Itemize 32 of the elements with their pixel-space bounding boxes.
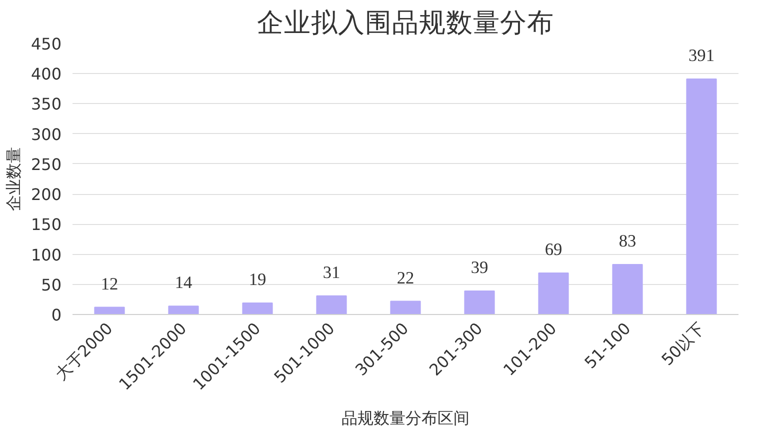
- data-label: 39: [470, 258, 488, 278]
- y-axis-title: 企业数量: [4, 147, 23, 211]
- bar: [94, 306, 125, 314]
- y-tick-label: 400: [30, 64, 62, 84]
- data-label: 12: [100, 274, 118, 294]
- x-axis-title: 品规数量分布区间: [342, 408, 470, 428]
- bar: [464, 290, 495, 314]
- bar: [686, 78, 717, 314]
- data-label: 19: [248, 270, 266, 290]
- bar: [390, 300, 421, 314]
- y-tick-label: 150: [30, 215, 62, 234]
- bar: [168, 306, 199, 314]
- bar: [316, 295, 347, 314]
- y-tick-label: 450: [30, 34, 62, 54]
- y-tick-label: 100: [30, 245, 62, 264]
- y-tick-label: 0: [51, 306, 62, 324]
- chart-title: 企业拟入围品规数量分布: [257, 8, 554, 38]
- data-label: 22: [396, 268, 414, 288]
- y-tick-label: 200: [30, 185, 62, 204]
- bar: [612, 264, 643, 314]
- data-label: 391: [688, 46, 715, 66]
- y-tick-label: 300: [30, 124, 62, 144]
- bar: [242, 302, 273, 314]
- data-label: 69: [544, 240, 562, 259]
- y-tick-label: 350: [30, 94, 62, 114]
- data-label: 31: [322, 262, 340, 282]
- bar: [538, 272, 569, 314]
- data-label: 14: [174, 273, 192, 292]
- y-tick-label: 50: [41, 275, 62, 294]
- data-label: 83: [618, 232, 636, 251]
- x-tick-label: 50以下: [658, 318, 708, 370]
- y-tick-label: 250: [30, 154, 62, 174]
